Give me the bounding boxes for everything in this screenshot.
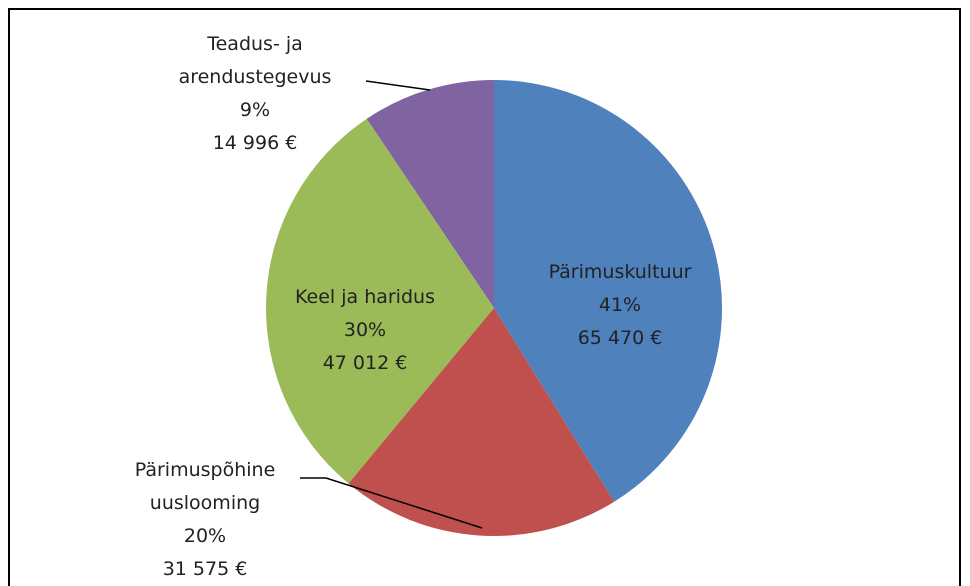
pie-slice — [494, 80, 723, 502]
value-label: 47 012 € — [322, 352, 408, 374]
leader-line — [365, 80, 431, 91]
slice-label: Pärimuskultuur 41% 65 470 € — [520, 256, 720, 355]
slice-label: Pärimuspõhine uuslooming 20% 31 575 € — [110, 454, 300, 586]
percent-label: 9% — [239, 99, 271, 121]
frame — [8, 8, 961, 586]
pie-slice — [266, 118, 494, 484]
value-label: 31 575 € — [162, 558, 248, 580]
category-label: Teadus- ja arendustegevus — [178, 33, 332, 88]
percent-label: 20% — [183, 525, 227, 547]
pie-slice — [348, 308, 615, 536]
percent-label: 30% — [343, 319, 387, 341]
percent-label: 41% — [598, 294, 642, 316]
pie-slice — [366, 80, 494, 308]
slice-label: Teadus- ja arendustegevus 9% 14 996 € — [160, 28, 350, 160]
category-label: Keel ja haridus — [295, 286, 435, 308]
leader-line — [300, 477, 483, 529]
value-label: 14 996 € — [212, 132, 298, 154]
category-label: Pärimuspõhine uuslooming — [134, 459, 276, 514]
value-label: 65 470 € — [577, 327, 663, 349]
slice-label: Keel ja haridus 30% 47 012 € — [265, 281, 465, 380]
category-label: Pärimuskultuur — [548, 261, 692, 283]
